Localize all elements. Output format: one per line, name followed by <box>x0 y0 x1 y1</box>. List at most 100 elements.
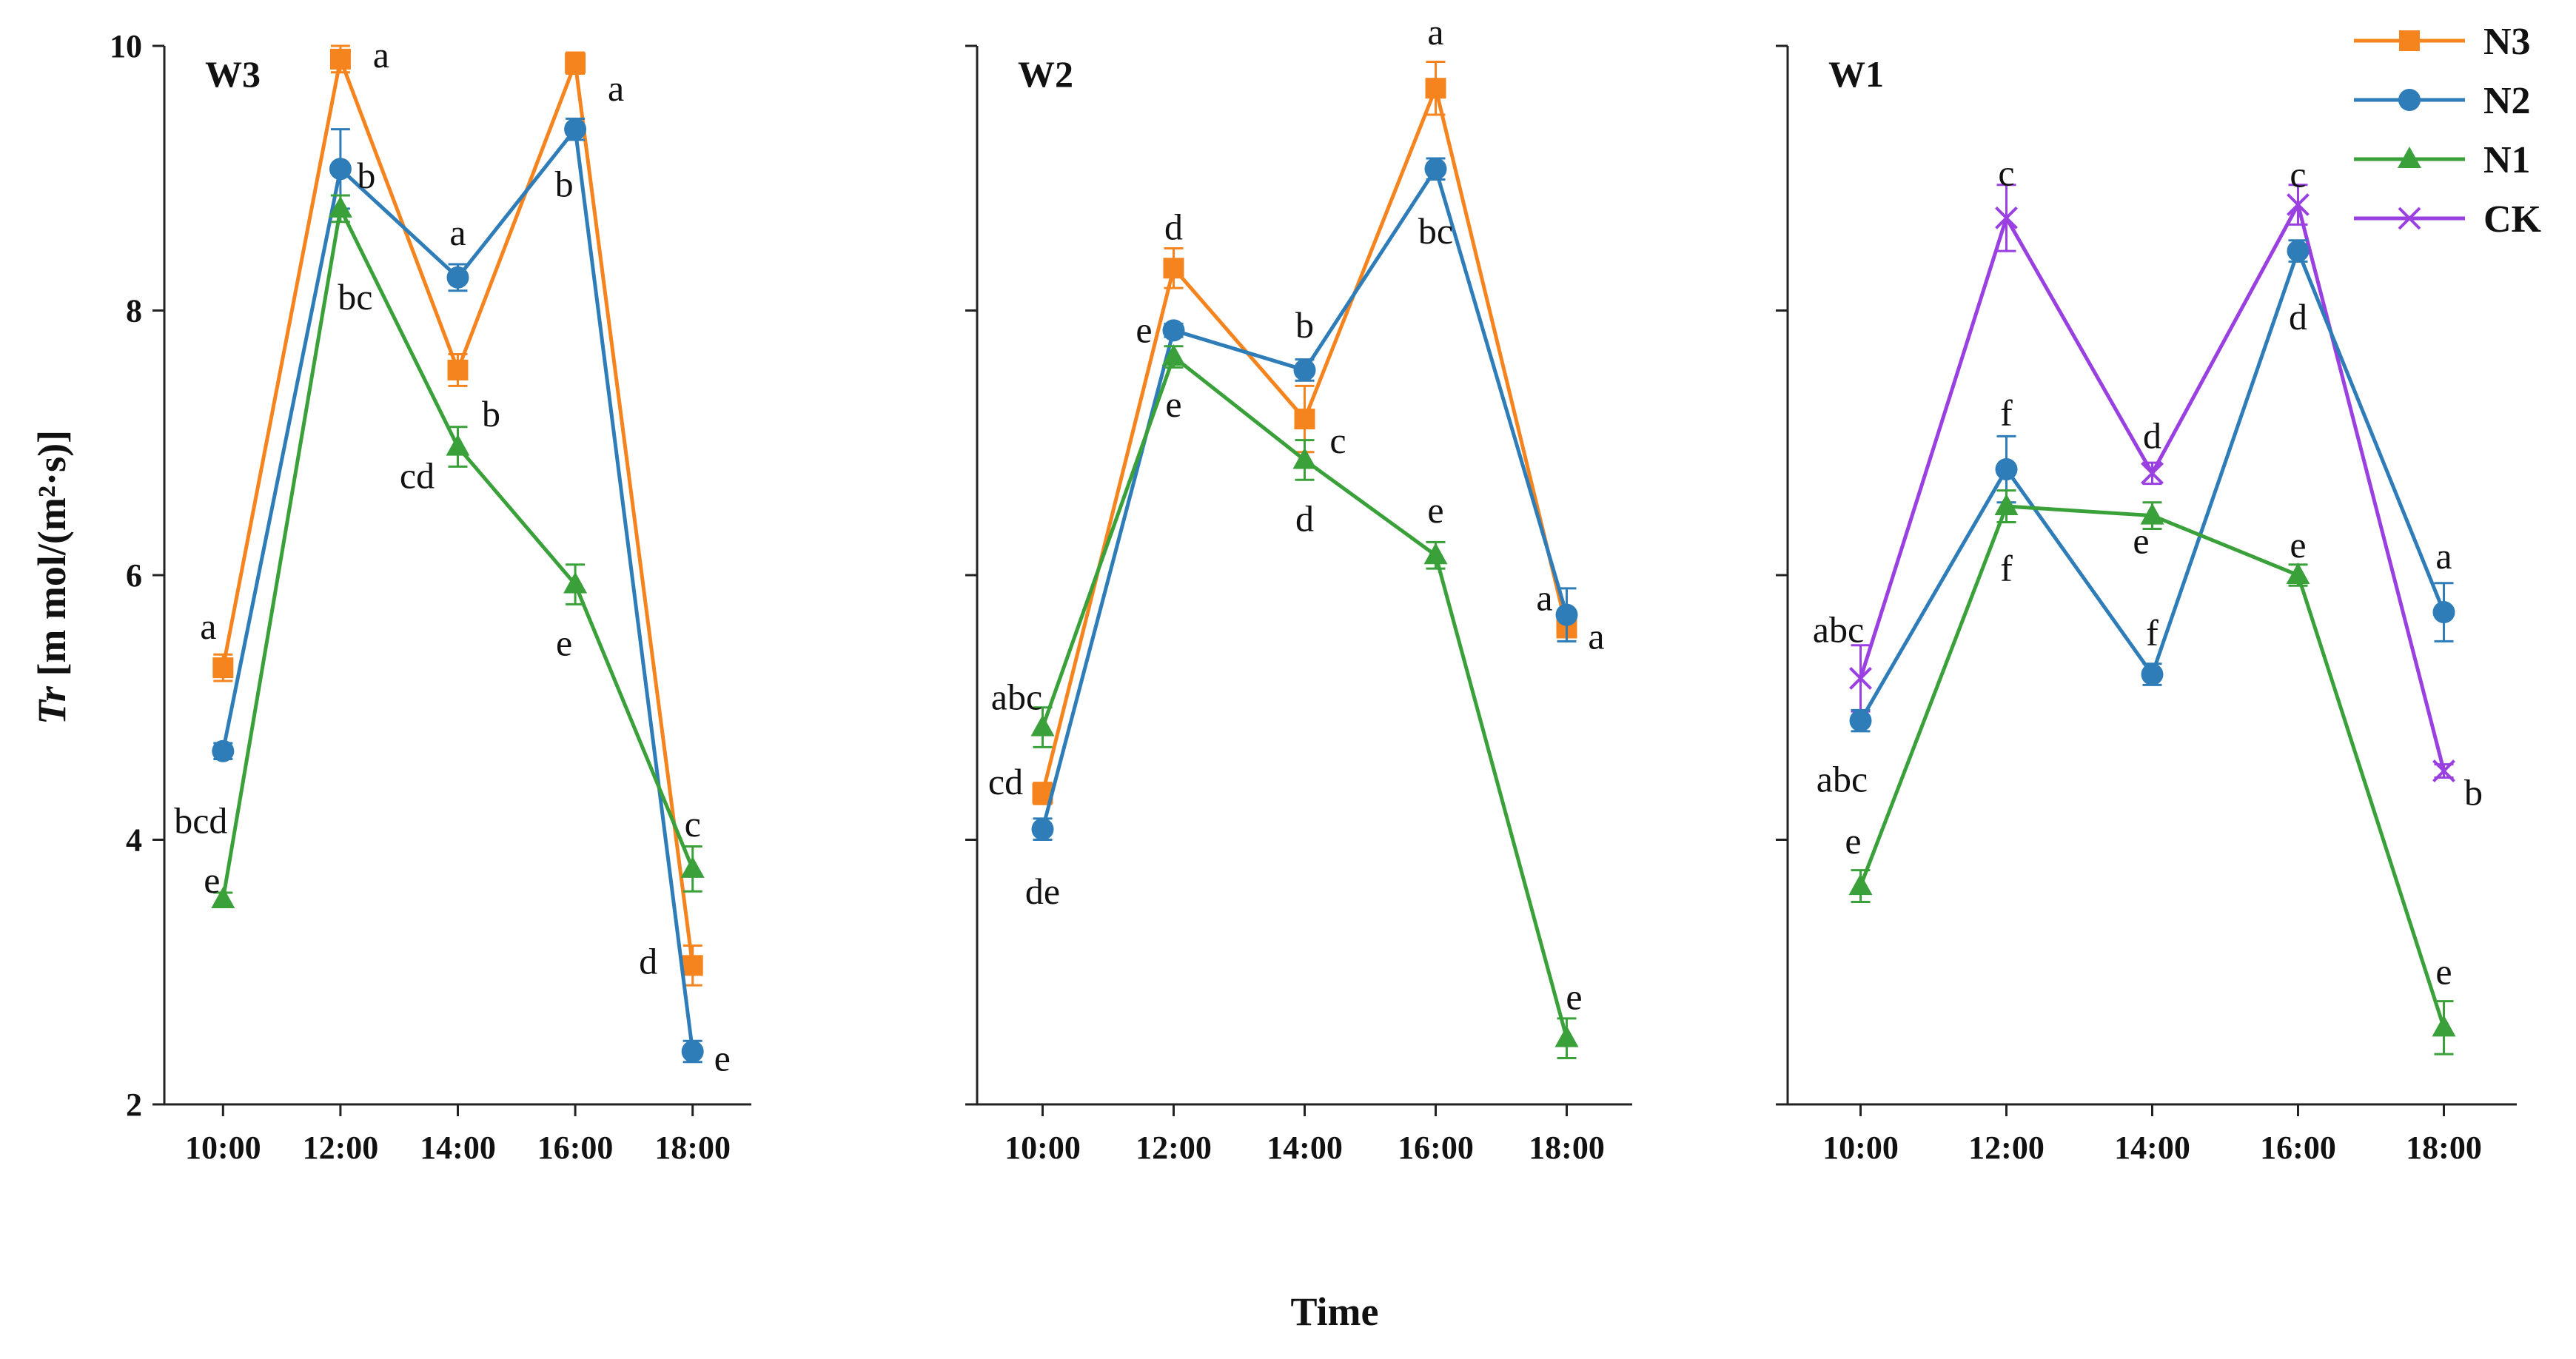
data-point <box>328 195 352 218</box>
series-n3: a a b a d <box>200 34 703 987</box>
significance-label: a <box>373 34 389 76</box>
significance-label: a <box>1588 616 1604 657</box>
significance-label: b <box>482 393 500 434</box>
legend-label: N1 <box>2483 139 2531 181</box>
data-point <box>1161 344 1186 366</box>
significance-label: a <box>608 67 624 109</box>
data-point <box>1163 258 1184 279</box>
data-point <box>2432 1015 2456 1037</box>
data-point <box>329 48 351 70</box>
significance-label: e <box>556 623 572 664</box>
x-tick-label: 12:00 <box>303 1130 379 1166</box>
x-tick-label: 10:00 <box>1822 1130 1899 1166</box>
y-axis-title: Tr [m mol/(m²·s)] <box>30 430 74 725</box>
data-point <box>2141 461 2164 485</box>
x-tick-label: 18:00 <box>654 1130 731 1166</box>
y-tick-label: 4 <box>126 822 142 859</box>
significance-label: e <box>2290 524 2306 566</box>
significance-label: cd <box>988 761 1023 802</box>
data-point <box>1995 206 2018 229</box>
x-tick-label: 14:00 <box>420 1130 496 1166</box>
significance-label: c <box>1998 152 2014 193</box>
data-point <box>1423 543 1448 565</box>
y-tick-label: 2 <box>126 1087 142 1123</box>
data-point <box>212 657 234 679</box>
data-point <box>565 53 586 74</box>
x-axis-title: Time <box>1291 1289 1379 1334</box>
significance-label: b <box>357 155 375 196</box>
data-point <box>1425 78 1446 99</box>
x-tick-label: 10:00 <box>1004 1130 1081 1166</box>
panel-title: W1 <box>1828 53 1884 95</box>
significance-label: b <box>555 164 574 205</box>
series-n1: e bc cd e c <box>204 194 705 908</box>
significance-label: d <box>2289 296 2307 338</box>
series-line <box>1859 504 2446 1029</box>
significance-label: a <box>2435 535 2452 577</box>
significance-label: e <box>1136 309 1152 350</box>
x-tick-label: 16:00 <box>2260 1130 2336 1166</box>
significance-label: f <box>2146 612 2159 654</box>
data-point <box>446 266 469 289</box>
significance-label: e <box>1845 820 1861 862</box>
panel-title: W3 <box>205 53 261 95</box>
data-point <box>2287 240 2310 263</box>
data-point <box>1555 603 1578 626</box>
data-point <box>1294 409 1315 430</box>
data-point <box>1162 319 1185 342</box>
legend-marker <box>2398 89 2421 111</box>
significance-label: d <box>639 940 657 982</box>
legend-label: N2 <box>2483 80 2531 122</box>
data-point <box>2286 563 2310 584</box>
significance-label: f <box>2000 392 2013 434</box>
significance-label: c <box>685 803 701 845</box>
significance-label: e <box>2435 950 2452 992</box>
series-n2: abc f f d a <box>1817 239 2455 800</box>
data-point <box>1554 1025 1579 1047</box>
x-tick-label: 12:00 <box>1136 1130 1212 1166</box>
series-ck: abc c d c b <box>1813 152 2483 813</box>
legend-item-n2: N2 <box>2354 80 2531 122</box>
significance-label: d <box>2143 415 2161 456</box>
data-point <box>1293 358 1316 381</box>
panel-title: W2 <box>1018 53 1073 95</box>
data-point <box>1030 714 1055 736</box>
legend-marker <box>2398 147 2421 168</box>
significance-label: b <box>2464 772 2483 813</box>
significance-label: cd <box>400 455 435 497</box>
data-point <box>447 359 469 380</box>
data-point <box>211 886 235 908</box>
significance-label: abc <box>1813 608 1864 650</box>
significance-label: abc <box>991 677 1042 718</box>
data-point <box>680 856 705 878</box>
significance-label: e <box>714 1038 731 1079</box>
data-point <box>564 118 587 141</box>
legend-item-n3: N3 <box>2354 21 2531 63</box>
significance-label: f <box>2000 548 2013 589</box>
significance-label: e <box>1427 489 1443 531</box>
panel-w1: 10:00 12:00 14:00 16:00 18:00 W1 abc c d c b abc f f d… <box>1776 44 2517 1166</box>
x-tick-label: 18:00 <box>1529 1130 1605 1166</box>
significance-label: e <box>1566 976 1582 1018</box>
x-tick-label: 12:00 <box>1968 1130 2045 1166</box>
data-point <box>212 739 235 762</box>
data-point <box>563 571 588 594</box>
data-point <box>2432 759 2455 782</box>
x-tick-label: 10:00 <box>185 1130 261 1166</box>
y-tick-label: 6 <box>126 557 142 594</box>
data-point <box>681 1040 704 1063</box>
data-point <box>1994 494 2019 516</box>
data-point <box>1849 667 1872 690</box>
significance-label: e <box>204 859 220 901</box>
significance-label: bc <box>338 276 372 318</box>
significance-label: b <box>1295 304 1314 346</box>
data-point <box>1995 458 2018 480</box>
y-axis-title-italic: Tr <box>30 685 74 725</box>
significance-label: a <box>200 605 216 647</box>
significance-label: e <box>1165 383 1181 425</box>
data-point <box>329 158 352 181</box>
